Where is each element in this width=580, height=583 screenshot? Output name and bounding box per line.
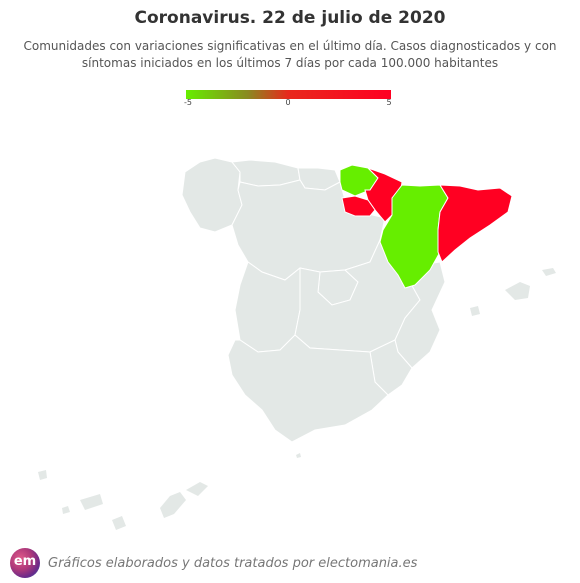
region-canarias-2[interactable] bbox=[62, 506, 70, 514]
region-ibiza[interactable] bbox=[470, 306, 480, 316]
legend-gradient-bar bbox=[186, 90, 391, 99]
credit-text: Gráficos elaborados y datos tratados por… bbox=[48, 556, 418, 571]
subtitle-line-2: síntomas iniciados en los últimos 7 días… bbox=[81, 56, 499, 70]
region-mallorca[interactable] bbox=[505, 282, 530, 300]
region-galicia[interactable] bbox=[181, 157, 243, 233]
region-canarias-3[interactable] bbox=[80, 494, 103, 510]
spain-map bbox=[38, 157, 556, 530]
chart-subtitle: Comunidades con variaciones significativ… bbox=[20, 38, 560, 72]
region-canarias-5[interactable] bbox=[160, 492, 186, 518]
region-ceuta[interactable] bbox=[296, 453, 301, 458]
electomania-logo: em bbox=[10, 548, 40, 578]
legend-min-label: -5 bbox=[184, 98, 192, 107]
legend-max-label: 5 bbox=[386, 98, 392, 107]
region-valencia[interactable] bbox=[394, 261, 446, 369]
region-canarias-4[interactable] bbox=[112, 516, 126, 530]
region-aragon[interactable] bbox=[379, 184, 449, 289]
region-canarias-6[interactable] bbox=[186, 482, 208, 496]
chart-title: Coronavirus. 22 de julio de 2020 bbox=[134, 8, 446, 28]
region-andalucia[interactable] bbox=[227, 334, 389, 443]
footer: em Gráficos elaborados y datos tratados … bbox=[0, 548, 580, 578]
subtitle-line-1: Comunidades con variaciones significativ… bbox=[23, 39, 557, 53]
legend-mid-label: 0 bbox=[285, 98, 291, 107]
region-canarias-1[interactable] bbox=[38, 470, 47, 480]
region-menorca[interactable] bbox=[542, 268, 556, 276]
region-la-rioja[interactable] bbox=[341, 195, 376, 217]
color-legend: -5 0 5 bbox=[180, 86, 395, 116]
region-cataluna[interactable] bbox=[437, 184, 513, 263]
